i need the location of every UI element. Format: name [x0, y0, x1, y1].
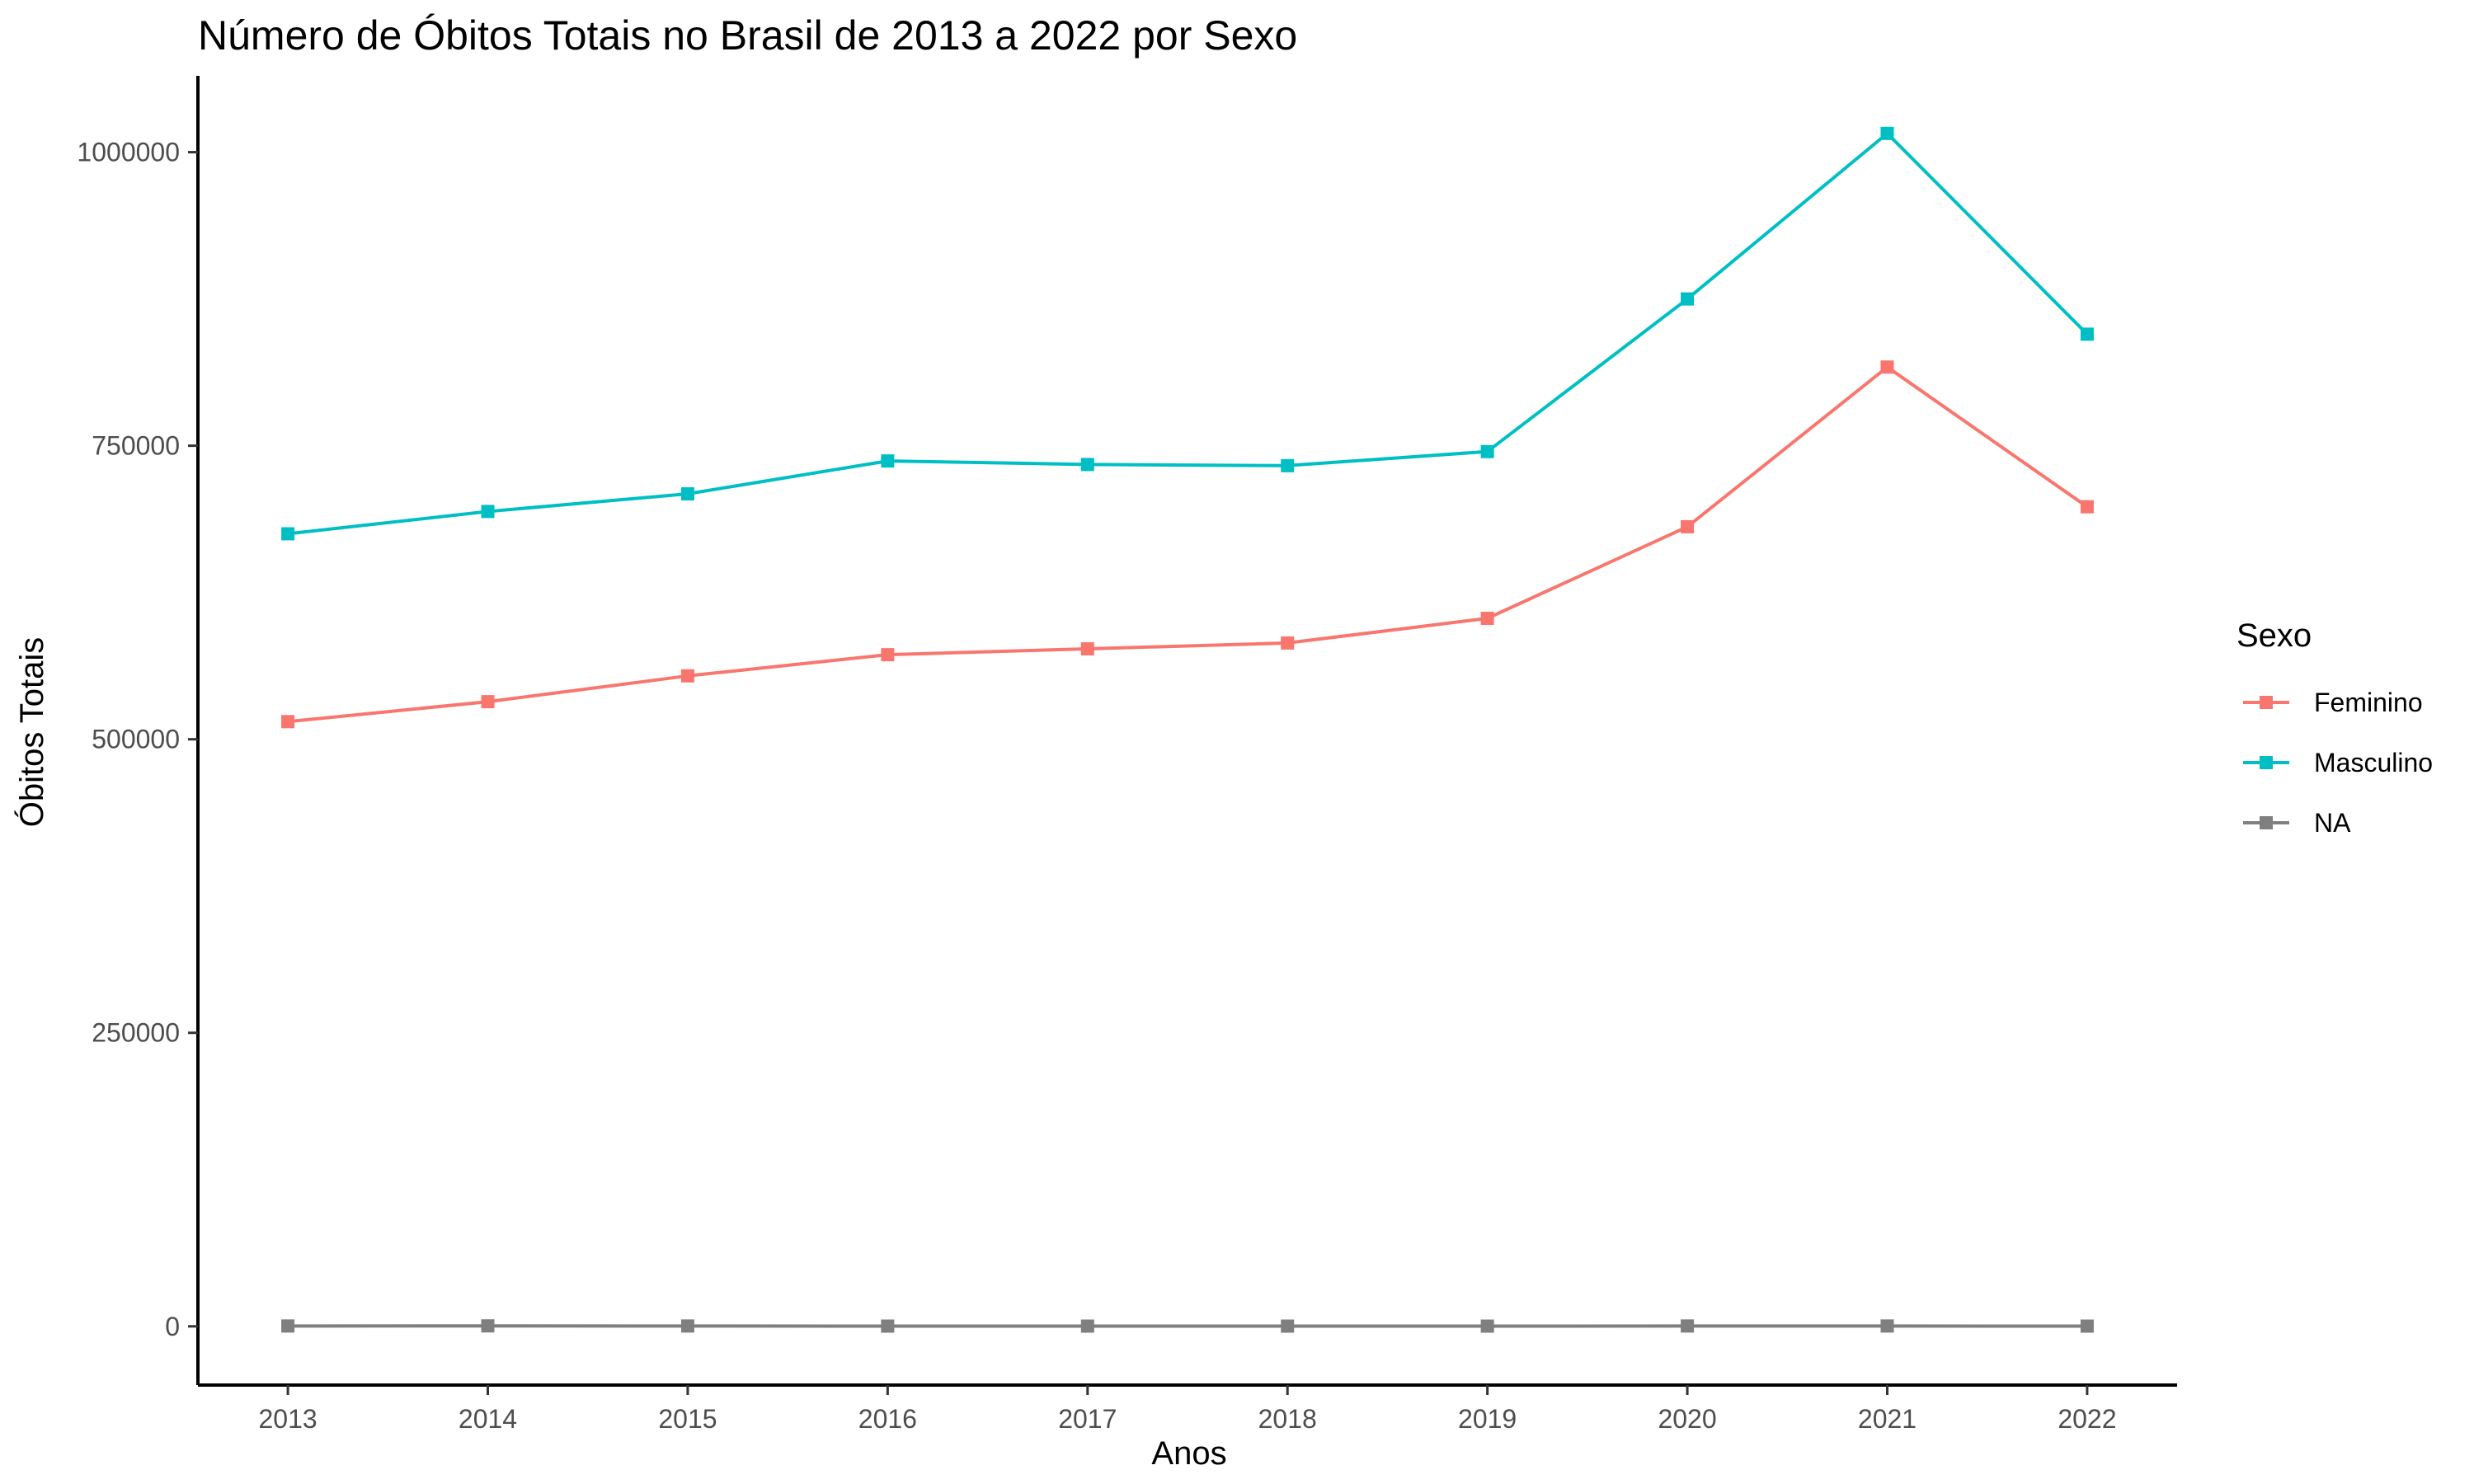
legend-label: NA [2314, 808, 2351, 838]
y-tick-label: 500000 [92, 725, 180, 754]
legend-key-marker [2260, 696, 2273, 709]
legend-item-feminino: Feminino [2243, 688, 2423, 717]
y-tick-label: 750000 [92, 431, 180, 461]
x-tick-label: 2019 [1458, 1404, 1517, 1434]
series-masculino [281, 126, 2094, 541]
y-tick-label: 0 [165, 1312, 180, 1341]
x-tick-label: 2016 [858, 1404, 917, 1434]
data-point-masculino [2080, 327, 2094, 341]
data-point-na [680, 1319, 694, 1333]
data-point-na [1681, 1319, 1695, 1333]
data-point-masculino [881, 454, 895, 468]
axes [196, 76, 2177, 1387]
legend-key-marker [2260, 816, 2273, 829]
series-feminino [281, 360, 2094, 729]
x-tick-label: 2013 [258, 1404, 317, 1434]
data-point-feminino [1880, 360, 1894, 374]
data-point-na [281, 1319, 295, 1333]
data-point-feminino [281, 715, 295, 729]
data-point-feminino [881, 648, 895, 662]
x-tick-label: 2014 [459, 1404, 517, 1434]
y-axis-ticks: 0 250000 500000 750000 1000000 [77, 138, 198, 1341]
x-tick-label: 2015 [658, 1404, 717, 1434]
data-point-masculino [1880, 126, 1894, 140]
data-point-feminino [2080, 500, 2094, 514]
data-point-masculino [481, 505, 495, 519]
data-point-feminino [1681, 519, 1695, 533]
x-tick-label: 2017 [1058, 1404, 1117, 1434]
data-point-na [1480, 1319, 1494, 1333]
data-point-feminino [1080, 642, 1094, 656]
data-point-na [481, 1319, 495, 1333]
legend-item-na: NA [2243, 808, 2351, 838]
y-tick-label: 1000000 [77, 138, 180, 167]
data-point-masculino [281, 527, 295, 541]
data-point-feminino [1480, 611, 1494, 625]
y-tick-label: 250000 [92, 1018, 180, 1048]
data-point-na [2080, 1319, 2094, 1333]
legend-key-marker [2260, 756, 2273, 769]
x-tick-label: 2020 [1658, 1404, 1716, 1434]
chart-title: Número de Óbitos Totais no Brasil de 201… [198, 12, 1297, 59]
data-point-feminino [1281, 636, 1295, 650]
data-point-masculino [680, 487, 694, 501]
x-axis-ticks: 2013 2014 2015 2016 2017 2018 2019 2020 2021 2022 [258, 1385, 2117, 1434]
legend: Sexo Feminino Masculino NA [2236, 618, 2433, 838]
data-point-masculino [1080, 458, 1094, 472]
data-point-na [1281, 1319, 1295, 1333]
data-point-masculino [1281, 458, 1295, 472]
data-point-na [1880, 1319, 1894, 1333]
series-line-feminino [287, 365, 2089, 724]
data-point-feminino [680, 669, 694, 683]
x-tick-label: 2021 [1858, 1404, 1917, 1434]
data-point-na [881, 1319, 895, 1333]
x-tick-label: 2022 [2058, 1404, 2116, 1434]
series-na [281, 1319, 2094, 1333]
data-point-masculino [1480, 444, 1494, 458]
x-axis-title: Anos [1151, 1435, 1226, 1472]
legend-label: Masculino [2314, 748, 2433, 777]
legend-label: Feminino [2314, 688, 2423, 717]
series-layer [281, 126, 2094, 1333]
data-point-na [1080, 1319, 1094, 1333]
x-tick-label: 2018 [1258, 1404, 1317, 1434]
legend-item-masculino: Masculino [2243, 748, 2433, 777]
data-point-masculino [1681, 292, 1695, 306]
legend-title: Sexo [2236, 618, 2312, 654]
series-line-masculino [287, 131, 2089, 536]
data-point-feminino [481, 695, 495, 709]
y-axis-title: Óbitos Totais [13, 637, 50, 828]
